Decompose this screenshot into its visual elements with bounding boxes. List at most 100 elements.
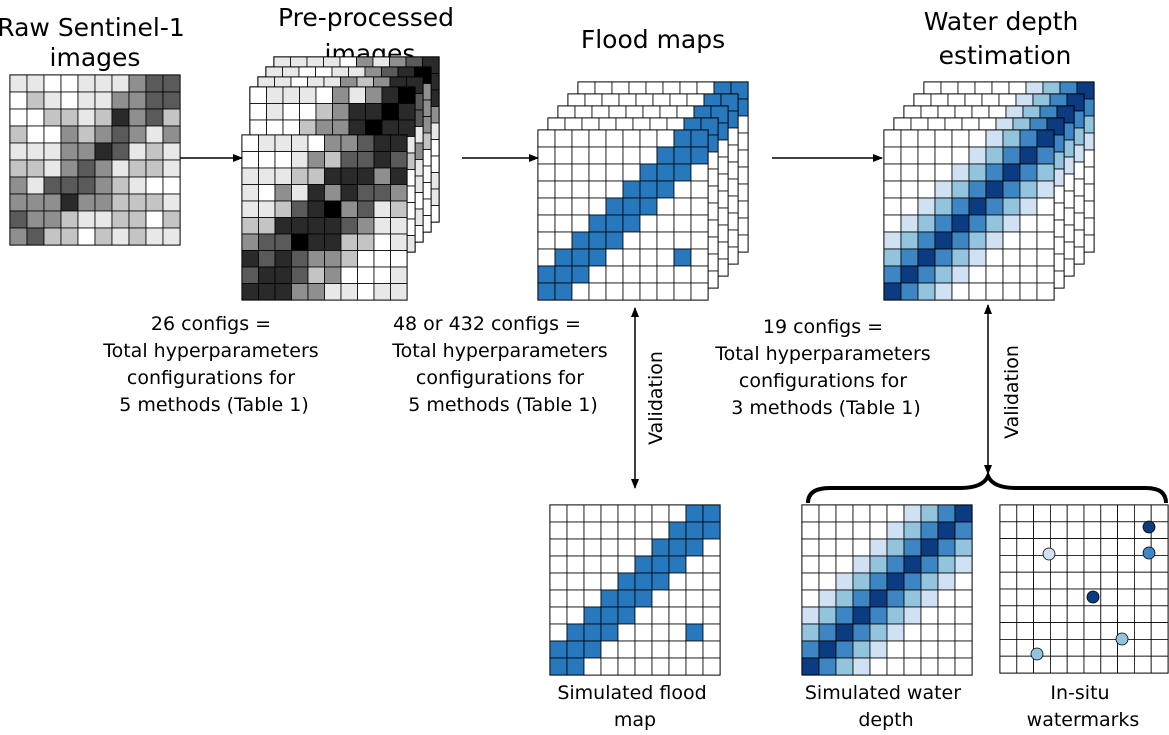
simulated-flood-cell [600,504,619,523]
simulated-flood-cell [685,504,704,523]
watermarks-cell [1150,588,1169,607]
depth-map-cell [985,214,1004,233]
depth-map-cell [985,282,1004,301]
in-situ-watermarks-grid [999,504,1169,674]
simulated-depth-cell [903,606,922,625]
depth-map-cell [1002,231,1021,250]
raw-image-cell [9,159,28,178]
watermarks-cell [1033,588,1051,607]
simulated-depth-cell [852,504,871,523]
preprocessed-image-cell [307,217,325,235]
flood-map-cell [605,180,624,199]
simulated-depth-cell [818,504,837,523]
flood-map-cell [588,129,607,148]
depth-map-cell [1002,146,1021,165]
watermarks-cell [999,504,1018,523]
simulated-depth-cell [801,504,820,523]
flood-map-cell [537,163,556,182]
simulated-flood-cell [600,589,619,608]
flood-map-cell [622,129,641,148]
depth-map-cell [1036,163,1055,182]
flood-map-cell [639,214,658,233]
depth-map-cell [883,129,902,148]
depth-map-cell [883,231,902,250]
flood-map-cell [588,146,607,165]
simulated-flood-cell [668,521,687,540]
depth-map-cell [917,248,936,267]
simulated-flood-cell [583,521,602,540]
simulated-flood-cell [549,504,568,523]
flood-map-cell [690,129,709,148]
validation-label-flood: Validation [645,351,667,445]
simulated-flood-cell [600,572,619,591]
watermarks-cell [1050,622,1068,640]
depth-map-cell [968,282,987,301]
depth-map-cell [985,180,1004,199]
simulated-flood-cell [549,521,568,540]
depth-map-cell [900,163,919,182]
simulated-flood-cell [668,504,687,523]
preprocessed-image-cell [274,283,292,301]
simulated-flood-cell [600,657,619,676]
preprocessed-image-cell [390,200,408,218]
simulated-depth-cell [818,589,837,608]
depth-map-cell [968,129,987,148]
flood-map-cell [588,214,607,233]
preprocessed-image-cell [258,250,276,268]
preprocessed-layer-cell [365,103,383,121]
simulated-flood-cell [617,623,636,642]
depth-map-cell [985,197,1004,216]
depth-map-cell [1036,282,1055,301]
depth-map-cell [951,180,970,199]
watermarks-cell [1016,538,1034,556]
simulated-flood-cell [702,572,721,591]
depth-map-cell [1002,248,1021,267]
watermarks-cell [999,571,1018,590]
simulated-depth-cell [852,623,871,642]
simulated-depth-cell [937,589,956,608]
raw-image-cell [77,74,96,93]
simulated-flood-cell [634,572,653,591]
watermarks-cell [1100,605,1119,623]
watermarks-cell [1083,571,1102,590]
simulated-depth-cell [852,589,871,608]
simulated-depth-cell [903,623,922,642]
stage-title-preprocessed: Pre-processed images [278,3,462,68]
raw-image-cell [9,125,28,144]
simulated-depth-cell [801,623,820,642]
flood-map-cell [554,265,573,284]
simulated-depth-cell [954,589,973,608]
preprocessed-image-cell [324,200,342,218]
simulated-flood-cell [685,589,704,608]
raw-image-cell [77,159,96,178]
depth-map-cell [917,214,936,233]
preprocessed-image-cell [357,200,375,218]
watermarks-cell [1134,639,1152,657]
raw-image-cell [128,210,147,229]
simulated-water-depth-grid [801,504,973,676]
simulated-flood-cell [617,640,636,659]
raw-image-cell [9,91,28,110]
stage-title-raw: Raw Sentinel-1 images [0,13,193,72]
preprocessed-image-cell [258,283,276,301]
flood-map-cell [554,129,573,148]
raw-image-cell [43,193,62,212]
raw-image-cell [94,159,113,178]
preprocessed-image-cell [340,151,358,169]
preprocessed-layer-cell [348,103,366,121]
simulated-depth-cell [886,572,905,591]
watermarks-cell [999,555,1018,573]
simulated-depth-cell [886,504,905,523]
flood-map-cell [537,248,556,267]
simulated-depth-cell [920,521,939,540]
preprocessed-image-cell [241,266,259,284]
simulated-flood-cell [549,606,568,625]
depth-map-cell [934,197,953,216]
raw-image-cell [111,227,130,246]
preprocessed-image-cell [390,151,408,169]
preprocessed-image-cell [274,184,292,202]
flood-map-cell [554,197,573,216]
simulated-depth-cell [954,504,973,523]
flood-map-cell [690,180,709,199]
watermarks-cell [1016,655,1034,674]
